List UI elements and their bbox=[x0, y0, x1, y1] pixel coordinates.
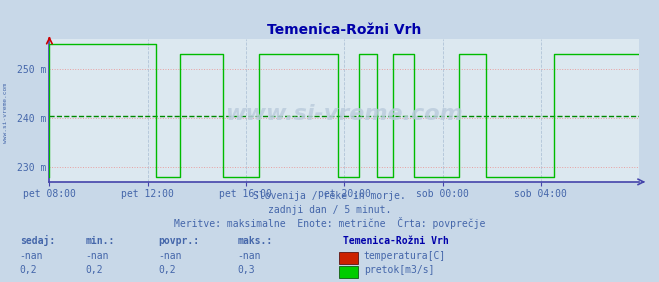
Text: -nan: -nan bbox=[20, 251, 43, 261]
Text: www.si-vreme.com: www.si-vreme.com bbox=[225, 103, 463, 124]
Text: www.si-vreme.com: www.si-vreme.com bbox=[3, 83, 8, 143]
Text: 0,2: 0,2 bbox=[158, 265, 176, 275]
Text: Temenica-Rožni Vrh: Temenica-Rožni Vrh bbox=[343, 236, 448, 246]
Text: -nan: -nan bbox=[237, 251, 261, 261]
Text: 0,2: 0,2 bbox=[20, 265, 38, 275]
Text: Slovenija / reke in morje.: Slovenija / reke in morje. bbox=[253, 191, 406, 201]
Text: -nan: -nan bbox=[86, 251, 109, 261]
Text: min.:: min.: bbox=[86, 236, 115, 246]
Text: zadnji dan / 5 minut.: zadnji dan / 5 minut. bbox=[268, 205, 391, 215]
Text: 0,3: 0,3 bbox=[237, 265, 255, 275]
Text: maks.:: maks.: bbox=[237, 236, 272, 246]
Text: 0,2: 0,2 bbox=[86, 265, 103, 275]
Text: temperatura[C]: temperatura[C] bbox=[364, 251, 446, 261]
Text: sedaj:: sedaj: bbox=[20, 235, 55, 246]
Text: povpr.:: povpr.: bbox=[158, 236, 199, 246]
Text: pretok[m3/s]: pretok[m3/s] bbox=[364, 265, 434, 275]
Text: -nan: -nan bbox=[158, 251, 182, 261]
Title: Temenica-Rožni Vrh: Temenica-Rožni Vrh bbox=[267, 23, 422, 37]
Text: Meritve: maksimalne  Enote: metrične  Črta: povprečje: Meritve: maksimalne Enote: metrične Črta… bbox=[174, 217, 485, 229]
